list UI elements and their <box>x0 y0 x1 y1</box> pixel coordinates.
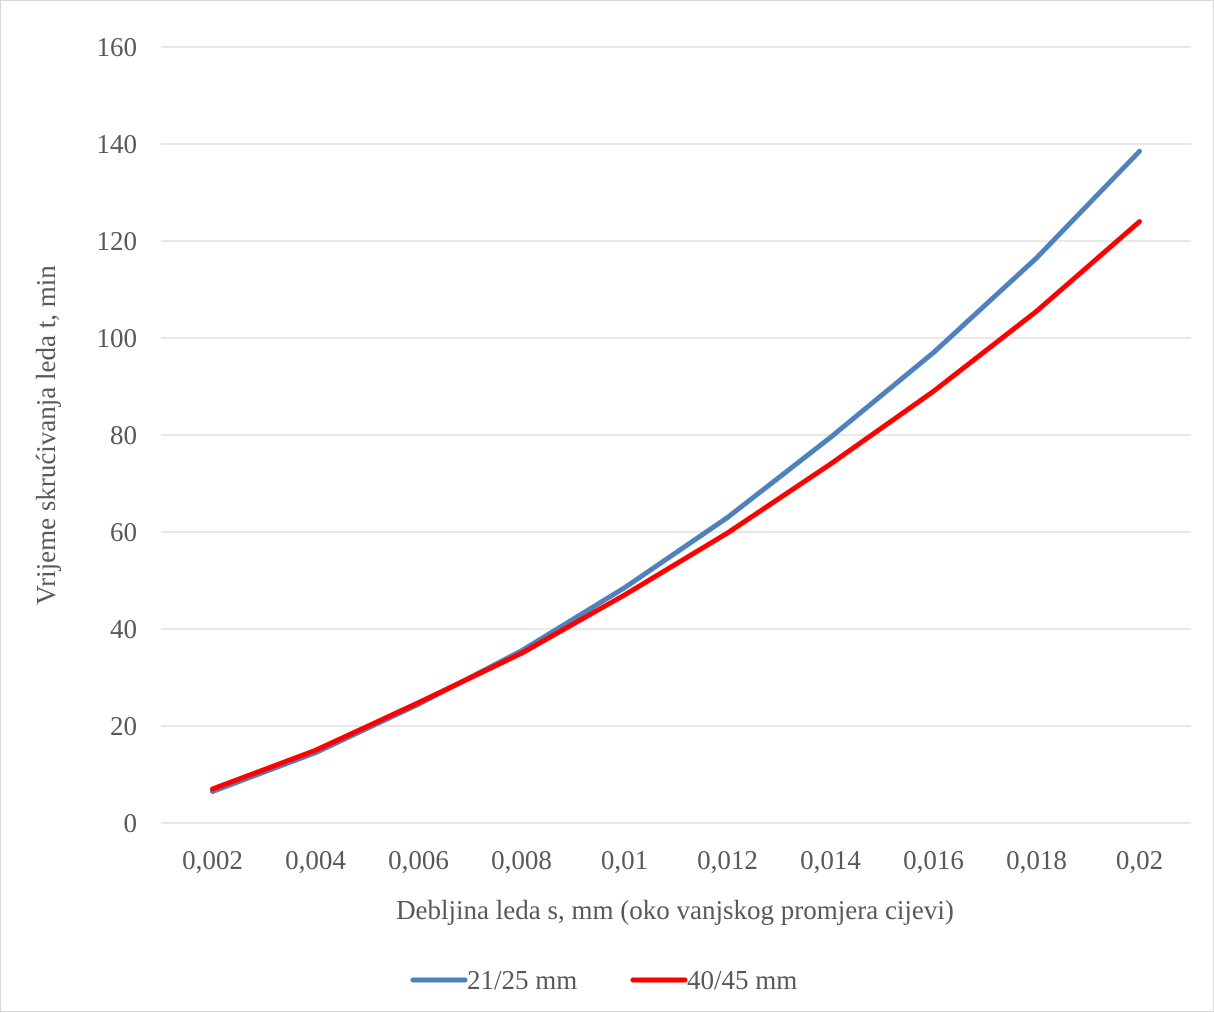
legend-label: 21/25 mm <box>467 965 577 995</box>
y-tick-label: 140 <box>97 129 138 159</box>
x-tick-label: 0,014 <box>800 845 861 875</box>
x-tick-label: 0,002 <box>182 845 243 875</box>
series-line-2 <box>210 219 1142 792</box>
legend-label: 40/45 mm <box>687 965 797 995</box>
x-axis-title: Debljina leda s, mm (oko vanjskog promje… <box>396 895 954 925</box>
y-axis-title: Vrijeme skrućivanja leda t, min <box>31 265 61 605</box>
y-tick-label: 120 <box>97 226 138 256</box>
y-axis-ticks: 0 20 40 60 80 100 120 140 160 <box>97 32 138 838</box>
x-tick-label: 0,012 <box>697 845 758 875</box>
x-tick-label: 0,008 <box>491 845 552 875</box>
x-tick-label: 0,004 <box>285 845 346 875</box>
y-tick-label: 0 <box>124 808 138 838</box>
series-lines <box>210 148 1142 794</box>
legend: 21/25 mm 40/45 mm <box>410 965 797 995</box>
x-tick-label: 0,01 <box>601 845 648 875</box>
x-tick-label: 0,016 <box>903 845 964 875</box>
series-line-1 <box>210 148 1142 794</box>
y-tick-label: 60 <box>110 517 137 547</box>
y-tick-label: 40 <box>110 614 137 644</box>
x-tick-label: 0,006 <box>388 845 449 875</box>
y-tick-label: 80 <box>110 420 137 450</box>
y-tick-label: 160 <box>97 32 138 62</box>
y-tick-label: 100 <box>97 323 138 353</box>
y-tick-label: 20 <box>110 711 137 741</box>
x-tick-label: 0,018 <box>1006 845 1067 875</box>
gridlines <box>161 46 1191 824</box>
x-tick-label: 0,02 <box>1116 845 1163 875</box>
x-axis-ticks: 0,002 0,004 0,006 0,008 0,01 0,012 0,014 0,016 0… <box>182 845 1163 875</box>
